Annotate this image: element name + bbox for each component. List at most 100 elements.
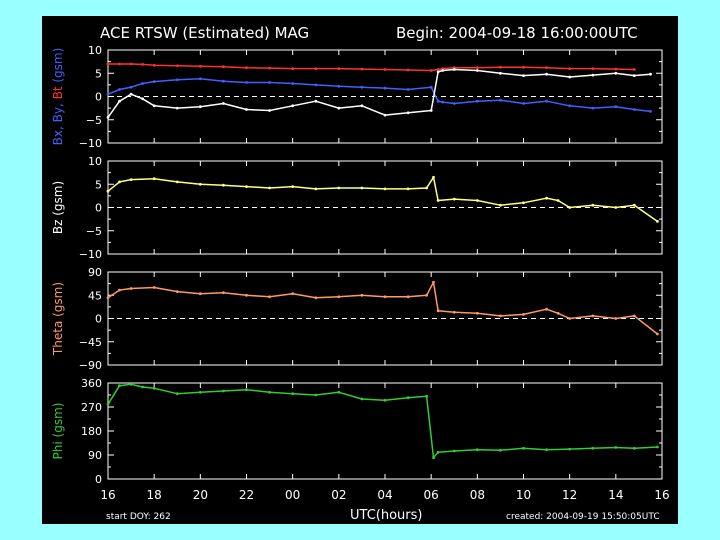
data-point-by (222, 79, 225, 83)
data-point-phi (106, 402, 110, 406)
data-point-bz (568, 206, 572, 209)
x-tick-label: 06 (424, 488, 439, 502)
data-point-bx (632, 74, 636, 77)
y-tick-label: 10 (88, 155, 102, 168)
data-point-phi (545, 448, 548, 452)
data-point-theta (452, 310, 456, 314)
y-tick-label: 90 (88, 449, 102, 462)
data-point-by (106, 92, 110, 96)
data-point-bx (475, 69, 479, 72)
series-phi (107, 383, 658, 459)
data-point-by (436, 99, 440, 103)
y-tick-label: 0 (95, 202, 102, 215)
data-point-bx (568, 75, 572, 79)
data-point-bz (314, 187, 318, 191)
data-point-bt (268, 66, 271, 70)
data-point-bt (522, 65, 525, 69)
data-point-bt (337, 67, 341, 70)
x-tick-label: 16 (654, 488, 669, 502)
y-tick-label: 0 (95, 313, 102, 326)
data-point-theta (632, 314, 636, 318)
data-point-by (475, 99, 479, 103)
data-point-bz (129, 178, 133, 182)
data-point-theta (314, 296, 318, 300)
data-point-bz (556, 199, 560, 202)
data-point-bx (175, 106, 179, 110)
data-point-phi (337, 390, 341, 394)
y-axis-label: Phi (gsm) (51, 403, 65, 460)
data-point-bz (222, 183, 225, 187)
data-point-phi (129, 382, 133, 386)
y-axis-label-part: Bt (51, 86, 65, 99)
data-point-bt (475, 66, 479, 70)
y-tick-label: 90 (88, 266, 102, 279)
y-tick-label: 45 (88, 289, 102, 302)
data-point-bz (406, 187, 410, 191)
y-tick-label: 10 (88, 44, 102, 57)
data-point-phi (436, 450, 440, 454)
data-point-bz (291, 185, 295, 189)
data-point-by (118, 88, 121, 91)
data-point-phi (425, 394, 428, 398)
y-axis-label: Bz (gsm) (51, 181, 65, 234)
data-point-theta (152, 286, 156, 289)
data-point-bt (436, 68, 440, 71)
data-point-bx (614, 71, 618, 75)
data-point-bt (141, 63, 144, 66)
data-point-bx (198, 105, 202, 109)
data-point-bx (406, 111, 410, 115)
data-point-theta (175, 290, 179, 293)
data-point-bt (291, 67, 295, 70)
data-point-theta (614, 317, 618, 320)
data-point-by (198, 77, 202, 81)
data-point-bt (499, 65, 502, 69)
x-tick-label: 16 (100, 488, 115, 502)
y-axis-label-part: (gsm) (51, 48, 65, 87)
y-axis-label: Theta (gsm) (51, 282, 65, 356)
data-point-by (545, 99, 548, 103)
data-point-bt (106, 62, 110, 66)
y-tick-label: −45 (79, 336, 102, 349)
data-point-bz (360, 186, 364, 190)
data-point-bt (222, 65, 225, 69)
data-point-bt (406, 68, 410, 72)
data-point-phi (198, 390, 202, 394)
data-point-bt (614, 67, 618, 71)
data-point-theta (106, 296, 110, 300)
data-point-theta (383, 295, 387, 299)
data-point-bt (360, 67, 364, 71)
data-point-bz (106, 189, 110, 193)
data-point-bz (452, 197, 456, 201)
data-point-phi (314, 393, 318, 397)
data-point-theta (337, 295, 341, 299)
data-point-by (129, 85, 133, 89)
y-tick-label: 5 (95, 178, 102, 191)
data-point-bz (656, 220, 659, 223)
data-point-bt (545, 66, 548, 70)
data-point-by (268, 81, 271, 84)
data-point-bx (429, 109, 433, 112)
data-point-theta (360, 293, 364, 297)
data-point-bz (432, 175, 435, 179)
x-axis-title: UTC(hours) (350, 508, 423, 523)
y-tick-label: −10 (79, 248, 102, 261)
x-tick-label: 18 (147, 488, 162, 502)
data-point-by (452, 102, 456, 105)
data-point-phi (268, 390, 271, 394)
data-point-theta (118, 288, 121, 292)
data-point-by (649, 110, 652, 113)
x-tick-label: 10 (516, 488, 531, 502)
data-point-bz (436, 199, 440, 202)
data-point-theta (432, 280, 435, 284)
data-point-bx (436, 70, 440, 74)
data-point-by (429, 85, 433, 89)
data-point-by (314, 83, 318, 87)
data-point-by (614, 105, 618, 109)
data-point-bt (314, 67, 318, 70)
data-point-bx (152, 104, 156, 108)
data-point-by (245, 81, 248, 84)
data-point-phi (475, 448, 479, 452)
data-point-bt (383, 68, 387, 71)
data-point-phi (175, 392, 179, 396)
data-point-bz (268, 186, 271, 190)
